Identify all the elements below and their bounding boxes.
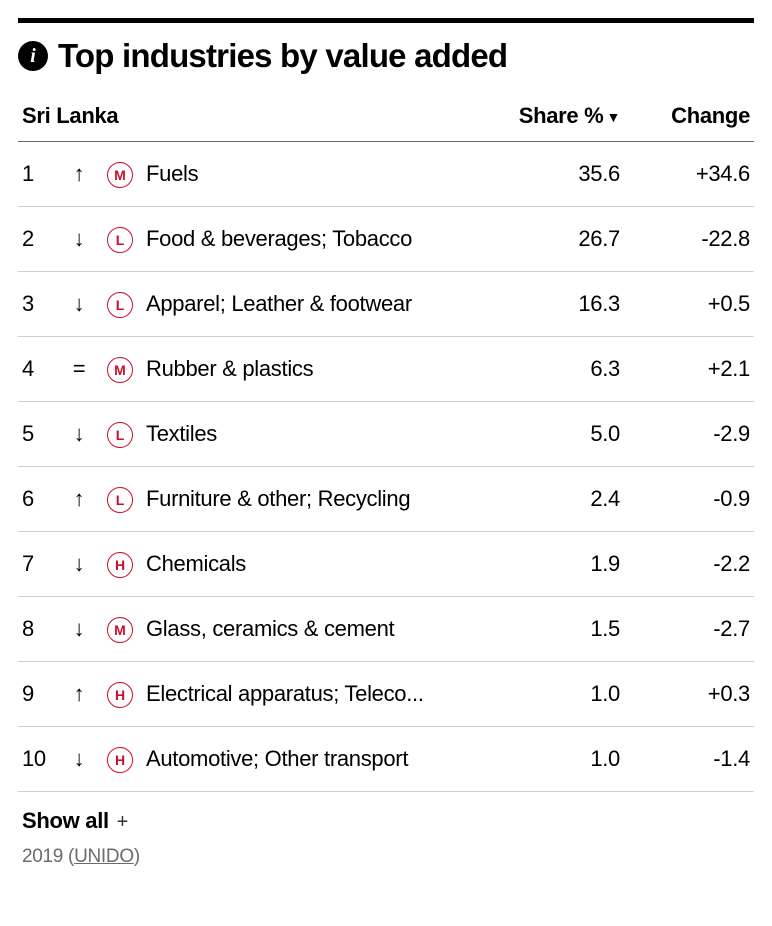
table-row[interactable]: 10↓ H Automotive; Other transport1.0-1.4 xyxy=(18,727,754,792)
share-value: 2.4 xyxy=(494,467,624,532)
category-badge: L xyxy=(107,422,133,448)
change-value: +2.1 xyxy=(624,337,754,402)
table-row[interactable]: 3↓ L Apparel; Leather & footwear16.3+0.5 xyxy=(18,272,754,337)
category-badge-cell: M xyxy=(98,597,142,662)
category-badge: L xyxy=(107,487,133,513)
rank-cell: 6 xyxy=(18,467,60,532)
table-row[interactable]: 1↑ M Fuels35.6+34.6 xyxy=(18,142,754,207)
change-value: +0.5 xyxy=(624,272,754,337)
equal-icon: = xyxy=(60,337,98,402)
category-badge-cell: L xyxy=(98,207,142,272)
arrow-down-icon: ↓ xyxy=(60,207,98,272)
table-row[interactable]: 8↓ M Glass, ceramics & cement1.5-2.7 xyxy=(18,597,754,662)
arrow-down-icon: ↓ xyxy=(60,532,98,597)
industry-name: Fuels xyxy=(142,142,494,207)
industry-name: Food & beverages; Tobacco xyxy=(142,207,494,272)
table-header-row: Sri Lanka Share %▼ Change xyxy=(18,97,754,142)
category-badge-cell: H xyxy=(98,532,142,597)
share-header[interactable]: Share %▼ xyxy=(494,97,624,142)
category-badge: L xyxy=(107,292,133,318)
arrow-up-icon: ↑ xyxy=(60,662,98,727)
industries-table: Sri Lanka Share %▼ Change 1↑MFuels35.6+3… xyxy=(18,97,754,792)
industry-name: Electrical apparatus; Teleco... xyxy=(142,662,494,727)
share-value: 1.5 xyxy=(494,597,624,662)
table-row[interactable]: 9↑ H Electrical apparatus; Teleco...1.0+0.… xyxy=(18,662,754,727)
change-value: -22.8 xyxy=(624,207,754,272)
title-row: i Top industries by value added xyxy=(18,37,754,75)
category-badge: M xyxy=(107,357,133,383)
industry-name: Rubber & plastics xyxy=(142,337,494,402)
share-value: 1.9 xyxy=(494,532,624,597)
industry-name: Furniture & other; Recycling xyxy=(142,467,494,532)
change-value: -2.7 xyxy=(624,597,754,662)
share-value: 6.3 xyxy=(494,337,624,402)
rank-cell: 9 xyxy=(18,662,60,727)
table-row[interactable]: 5↓ L Textiles5.0-2.9 xyxy=(18,402,754,467)
rank-cell: 2 xyxy=(18,207,60,272)
table-row[interactable]: 6↑ L Furniture & other; Recycling2.4-0.9 xyxy=(18,467,754,532)
change-value: -2.9 xyxy=(624,402,754,467)
arrow-down-icon: ↓ xyxy=(60,727,98,792)
change-value: -0.9 xyxy=(624,467,754,532)
category-badge-cell: L xyxy=(98,402,142,467)
category-badge-cell: L xyxy=(98,272,142,337)
info-icon[interactable]: i xyxy=(18,41,48,71)
rank-cell: 7 xyxy=(18,532,60,597)
category-badge: H xyxy=(107,552,133,578)
industry-name: Automotive; Other transport xyxy=(142,727,494,792)
change-header[interactable]: Change xyxy=(624,97,754,142)
rank-cell: 4 xyxy=(18,337,60,402)
arrow-up-icon: ↑ xyxy=(60,142,98,207)
show-all-label: Show all xyxy=(22,808,109,833)
share-value: 1.0 xyxy=(494,727,624,792)
share-value: 26.7 xyxy=(494,207,624,272)
category-badge: M xyxy=(107,617,133,643)
rank-cell: 8 xyxy=(18,597,60,662)
category-badge: L xyxy=(107,227,133,253)
change-value: +34.6 xyxy=(624,142,754,207)
share-header-label: Share % xyxy=(519,103,604,128)
share-value: 1.0 xyxy=(494,662,624,727)
arrow-down-icon: ↓ xyxy=(60,402,98,467)
table-row[interactable]: 2↓ L Food & beverages; Tobacco26.7-22.8 xyxy=(18,207,754,272)
country-header[interactable]: Sri Lanka xyxy=(18,97,494,142)
table-row[interactable]: 7↓ H Chemicals1.9-2.2 xyxy=(18,532,754,597)
plus-icon: + xyxy=(117,811,128,833)
category-badge-cell: M xyxy=(98,337,142,402)
industry-name: Textiles xyxy=(142,402,494,467)
share-value: 35.6 xyxy=(494,142,624,207)
industry-name: Chemicals xyxy=(142,532,494,597)
top-rule xyxy=(18,18,754,23)
industry-name: Glass, ceramics & cement xyxy=(142,597,494,662)
industry-name: Apparel; Leather & footwear xyxy=(142,272,494,337)
category-badge-cell: M xyxy=(98,142,142,207)
category-badge-cell: L xyxy=(98,467,142,532)
category-badge: M xyxy=(107,162,133,188)
category-badge: H xyxy=(107,682,133,708)
change-value: +0.3 xyxy=(624,662,754,727)
source-link[interactable]: UNIDO xyxy=(74,846,134,867)
rank-cell: 1 xyxy=(18,142,60,207)
footnote-year: 2019 xyxy=(22,846,63,867)
sort-caret-icon: ▼ xyxy=(606,109,620,125)
rank-cell: 10 xyxy=(18,727,60,792)
arrow-up-icon: ↑ xyxy=(60,467,98,532)
change-value: -2.2 xyxy=(624,532,754,597)
change-value: -1.4 xyxy=(624,727,754,792)
table-row[interactable]: 4= M Rubber & plastics6.3+2.1 xyxy=(18,337,754,402)
share-value: 5.0 xyxy=(494,402,624,467)
category-badge-cell: H xyxy=(98,727,142,792)
rank-cell: 5 xyxy=(18,402,60,467)
category-badge-cell: H xyxy=(98,662,142,727)
show-all-button[interactable]: Show all + xyxy=(18,792,754,840)
page-title: Top industries by value added xyxy=(58,37,507,75)
arrow-down-icon: ↓ xyxy=(60,272,98,337)
rank-cell: 3 xyxy=(18,272,60,337)
category-badge: H xyxy=(107,747,133,773)
share-value: 16.3 xyxy=(494,272,624,337)
source-footnote: 2019 (UNIDO) xyxy=(18,840,754,868)
arrow-down-icon: ↓ xyxy=(60,597,98,662)
